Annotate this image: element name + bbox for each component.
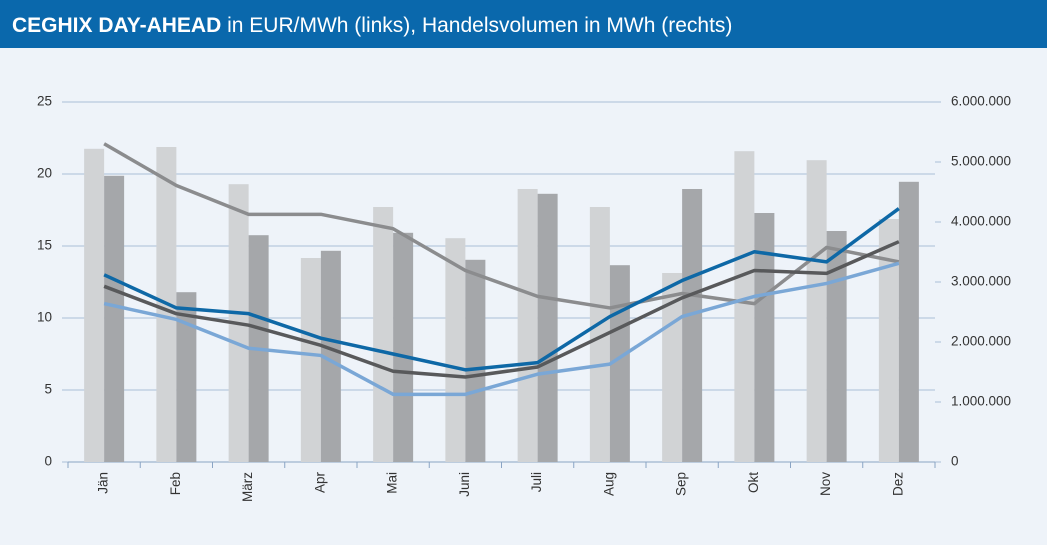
bar xyxy=(682,189,703,462)
bar xyxy=(589,207,610,462)
bar xyxy=(320,250,341,462)
bar xyxy=(445,238,466,462)
bar xyxy=(517,189,538,462)
y-tick-label: 20 xyxy=(37,166,52,181)
bar xyxy=(465,259,486,462)
x-tick-label: Dez xyxy=(890,472,905,496)
line xyxy=(103,240,900,379)
x-tick-label: Aug xyxy=(601,472,616,496)
x-tick-label: Mai xyxy=(385,472,400,494)
bar xyxy=(537,193,558,463)
bar xyxy=(806,160,827,462)
bar xyxy=(826,231,847,462)
header-bar xyxy=(0,0,1047,48)
y2-tick-label: 2.000.000 xyxy=(951,334,1011,349)
bar xyxy=(176,292,197,462)
y2-tick-label: 1.000.000 xyxy=(951,394,1011,409)
y2-tick-label: 3.000.000 xyxy=(951,274,1011,289)
bar xyxy=(734,151,755,462)
x-tick-label: Feb xyxy=(168,472,183,495)
chart-subtitle: in EUR/MWh (links), Handelsvolumen in MW… xyxy=(227,14,732,37)
x-tick-label: Apr xyxy=(312,472,327,494)
bar xyxy=(373,207,394,462)
x-tick-label: März xyxy=(240,472,255,502)
y-tick-label: 15 xyxy=(37,238,52,253)
x-tick-label: Juli xyxy=(529,472,544,492)
header-text: CEGHIX DAY-AHEAD in EUR/MWh (links), Han… xyxy=(12,14,732,37)
y-tick-label: 25 xyxy=(37,94,52,109)
bar xyxy=(84,148,105,463)
y2-tick-label: 6.000.000 xyxy=(951,94,1011,109)
y2-tick-label: 5.000.000 xyxy=(951,154,1011,169)
y2-tick-label: 4.000.000 xyxy=(951,214,1011,229)
y-tick-label: 10 xyxy=(37,310,52,325)
bar xyxy=(754,213,775,462)
y2-tick-label: 0 xyxy=(951,454,959,469)
x-tick-label: Jän xyxy=(96,472,111,494)
x-tick-label: Sep xyxy=(674,472,689,496)
line xyxy=(103,261,900,397)
y-tick-label: 5 xyxy=(44,382,52,397)
chart-title: CEGHIX DAY-AHEAD xyxy=(12,14,221,37)
bar xyxy=(898,181,919,463)
x-tick-label: Juni xyxy=(457,472,472,497)
bar xyxy=(300,258,321,462)
bar xyxy=(104,175,125,463)
line xyxy=(103,207,900,372)
bar xyxy=(878,219,899,462)
x-tick-label: Okt xyxy=(746,472,761,493)
y-tick-label: 0 xyxy=(44,454,52,469)
bar xyxy=(393,232,414,462)
x-tick-label: Nov xyxy=(818,472,833,496)
